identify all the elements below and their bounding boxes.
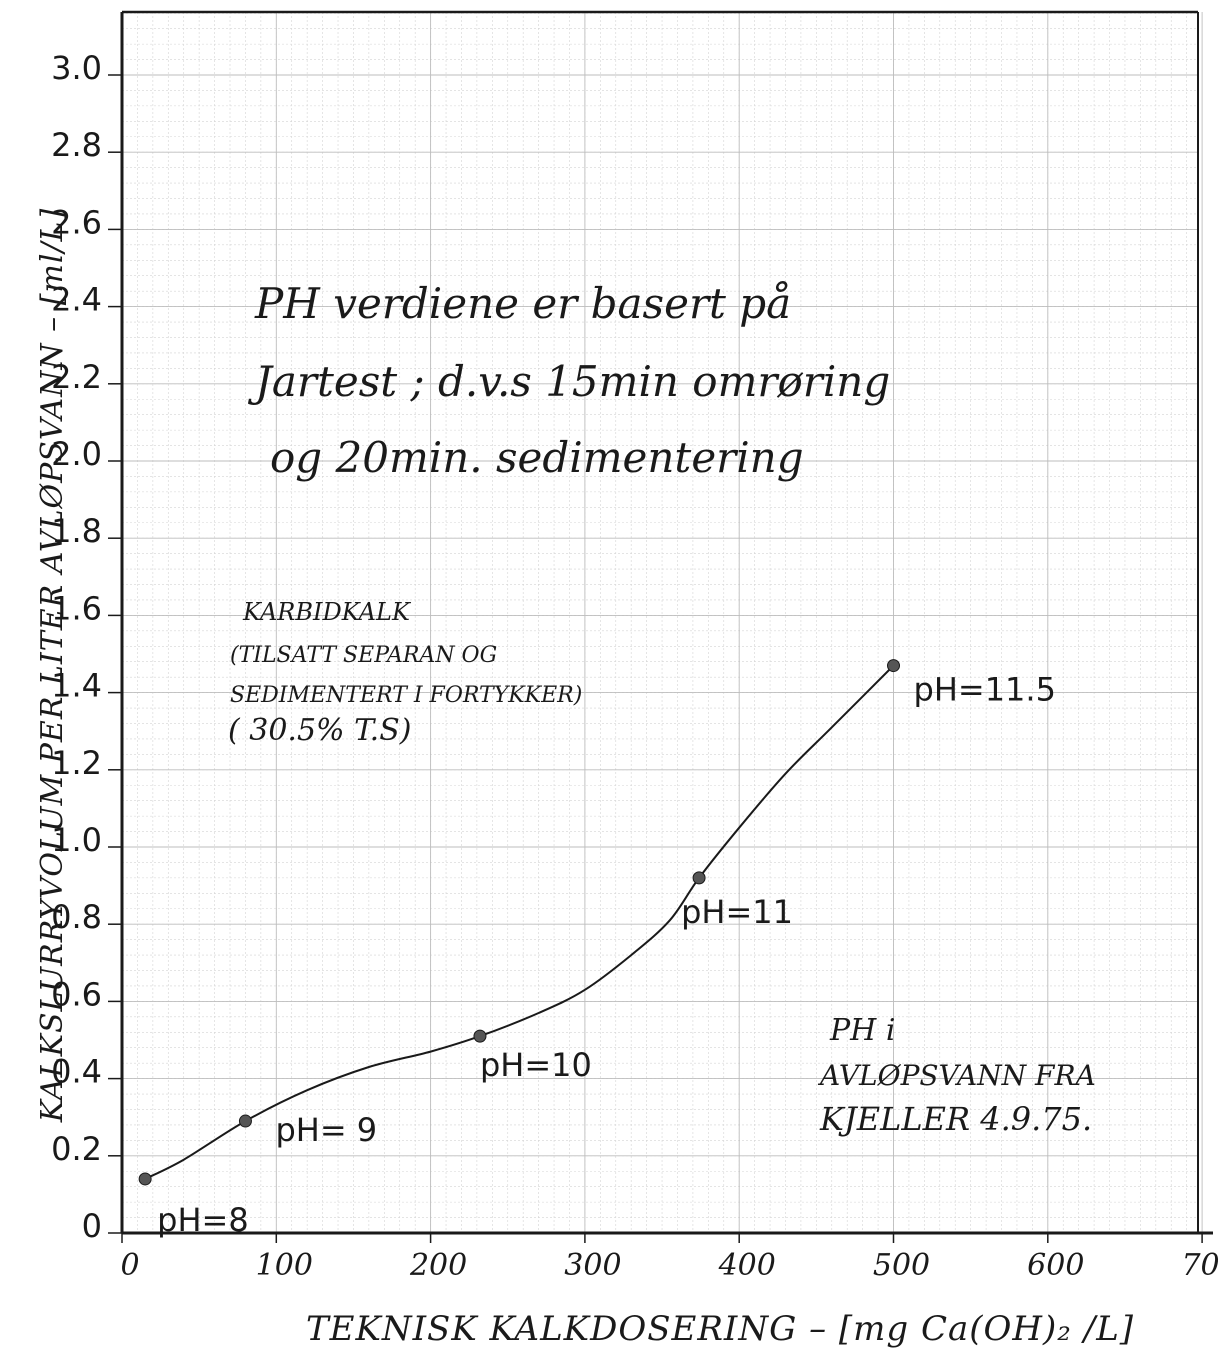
y-tick-label: 2.2 bbox=[51, 358, 102, 396]
y-tick-label: 0 bbox=[82, 1207, 102, 1245]
data-label: pH=11.5 bbox=[914, 671, 1056, 709]
y-tick-label: 2.6 bbox=[51, 203, 102, 241]
source-line-3: SEDIMENTERT I FORTYKKER) bbox=[230, 683, 582, 708]
x-tick-label: 0 bbox=[120, 1248, 139, 1283]
y-tick-label: 0.2 bbox=[51, 1130, 102, 1168]
series-line bbox=[144, 664, 895, 1180]
x-tick-label: 400 bbox=[718, 1248, 776, 1283]
source-line-1: KARBIDKALK bbox=[242, 598, 412, 626]
note-line-2: Jartest ; d.v.s 15min omrøring bbox=[247, 357, 890, 406]
y-tick-label: 1.4 bbox=[51, 667, 102, 705]
y-tick-label: 0.4 bbox=[51, 1053, 102, 1091]
x-tick-label: 600 bbox=[1027, 1248, 1084, 1283]
ph-note-line-3: KJELLER 4.9.75. bbox=[819, 1100, 1092, 1138]
y-tick-label: 3.0 bbox=[51, 49, 102, 87]
y-tick-label: 1.6 bbox=[51, 589, 102, 627]
x-axis-label: TEKNISK KALKDOSERING – [mg Ca(OH)₂ /L] bbox=[306, 1309, 1134, 1349]
data-point bbox=[138, 1172, 152, 1186]
y-tick-label: 2.0 bbox=[51, 435, 102, 473]
data-point bbox=[692, 871, 706, 885]
ph-note-line-1: PH i bbox=[829, 1013, 895, 1048]
data-label: pH= 9 bbox=[275, 1111, 377, 1149]
y-tick-label: 1.0 bbox=[51, 821, 102, 859]
y-tick-label: 0.8 bbox=[51, 898, 102, 936]
y-tick-label: 2.8 bbox=[51, 126, 102, 164]
data-label: pH=11 bbox=[681, 893, 793, 931]
source-line-4: ( 30.5% T.S) bbox=[228, 713, 411, 748]
grid bbox=[121, 12, 1203, 1234]
data-point bbox=[473, 1029, 487, 1043]
y-tick-label: 0.6 bbox=[51, 975, 102, 1013]
y-tick-label: 1.2 bbox=[51, 744, 102, 782]
x-tick-label: 700 bbox=[1181, 1248, 1219, 1283]
axes bbox=[120, 10, 1213, 1235]
data-label: pH=8 bbox=[157, 1201, 249, 1239]
tick-labels: 0 0.2 0.4 0.6 0.8 1.0 1.2 1.4 1.6 1.8 2.0 2.2 2.4 2.6… bbox=[51, 49, 1219, 1283]
x-tick-label: 300 bbox=[564, 1248, 621, 1283]
y-tick-label: 1.8 bbox=[51, 512, 102, 550]
x-tick-label: 200 bbox=[409, 1248, 467, 1283]
source-line-2: (TILSATT SEPARAN OG bbox=[230, 643, 497, 668]
note-line-1: PH verdiene er basert på bbox=[254, 279, 791, 328]
data-point bbox=[238, 1114, 252, 1128]
ph-note-line-2: AVLØPSVANN FRA bbox=[817, 1059, 1096, 1092]
x-tick-label: 500 bbox=[873, 1248, 930, 1283]
y-axis-label: KALKSLURRYVOLUM PER LITER AVLØPSVANN – [… bbox=[35, 208, 70, 1123]
y-tick-label: 2.4 bbox=[51, 281, 102, 319]
data-label: pH=10 bbox=[480, 1046, 592, 1084]
data-point bbox=[887, 659, 900, 673]
series: pH=8 pH= 9 pH=10 pH=11 pH=11.5 bbox=[138, 659, 1056, 1239]
x-tick-label: 100 bbox=[256, 1248, 313, 1283]
note-line-3: og 20min. sedimentering bbox=[270, 433, 804, 482]
